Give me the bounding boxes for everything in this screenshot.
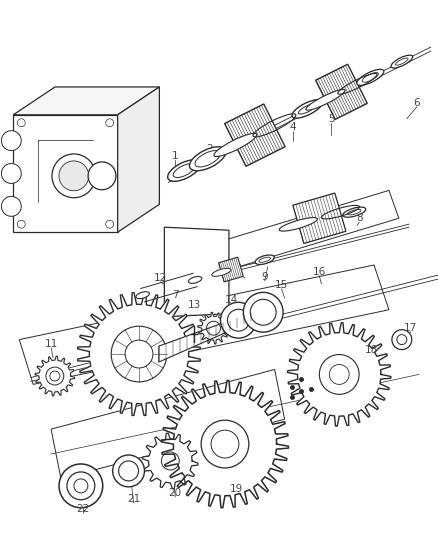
Polygon shape (35, 356, 74, 396)
Polygon shape (159, 310, 258, 362)
Ellipse shape (279, 217, 317, 231)
Circle shape (52, 154, 95, 198)
Circle shape (243, 293, 283, 332)
Ellipse shape (356, 69, 383, 85)
Circle shape (46, 367, 64, 385)
Circle shape (318, 354, 358, 394)
Text: 1: 1 (172, 151, 178, 160)
Text: 16: 16 (312, 267, 325, 277)
Text: 11: 11 (44, 338, 57, 349)
Ellipse shape (136, 292, 149, 298)
Circle shape (111, 326, 166, 382)
Ellipse shape (167, 160, 200, 181)
Text: 21: 21 (127, 494, 140, 504)
Circle shape (201, 420, 248, 468)
Text: 15: 15 (274, 280, 288, 290)
Ellipse shape (211, 268, 230, 276)
Polygon shape (218, 257, 243, 282)
Circle shape (59, 464, 102, 508)
Polygon shape (287, 323, 390, 426)
Circle shape (113, 455, 144, 487)
Circle shape (1, 131, 21, 150)
Text: 18: 18 (364, 344, 377, 354)
Text: 2: 2 (206, 143, 213, 154)
Polygon shape (13, 115, 117, 232)
Ellipse shape (291, 100, 322, 118)
Text: 12: 12 (153, 273, 166, 283)
Circle shape (391, 330, 411, 350)
Text: 8: 8 (355, 213, 362, 223)
Text: 9: 9 (261, 272, 268, 282)
Text: 20: 20 (168, 488, 181, 498)
Polygon shape (13, 87, 159, 115)
Polygon shape (161, 381, 288, 508)
Ellipse shape (342, 207, 365, 217)
Circle shape (1, 196, 21, 216)
Text: 14: 14 (225, 295, 238, 305)
Text: 6: 6 (413, 98, 419, 108)
Text: 19: 19 (230, 484, 243, 494)
Text: 8: 8 (234, 263, 240, 273)
Text: 17: 17 (403, 322, 417, 333)
Ellipse shape (189, 147, 226, 171)
Ellipse shape (254, 255, 274, 264)
Polygon shape (164, 227, 229, 317)
Text: 13: 13 (187, 300, 200, 310)
Text: 4: 4 (289, 122, 295, 132)
Text: 22: 22 (76, 504, 89, 514)
Polygon shape (142, 433, 198, 489)
Ellipse shape (213, 133, 256, 157)
Circle shape (1, 164, 21, 183)
Polygon shape (78, 293, 200, 416)
Circle shape (220, 302, 256, 338)
Text: 10: 10 (325, 203, 338, 213)
Polygon shape (197, 312, 229, 344)
Circle shape (88, 162, 116, 190)
Polygon shape (224, 104, 284, 166)
Ellipse shape (390, 55, 412, 68)
Text: 5: 5 (327, 114, 334, 124)
Polygon shape (117, 87, 159, 232)
Ellipse shape (305, 90, 344, 110)
Circle shape (59, 161, 88, 191)
Text: 7: 7 (172, 290, 178, 300)
Text: 3: 3 (251, 131, 258, 141)
Polygon shape (292, 193, 345, 244)
Polygon shape (315, 64, 367, 119)
